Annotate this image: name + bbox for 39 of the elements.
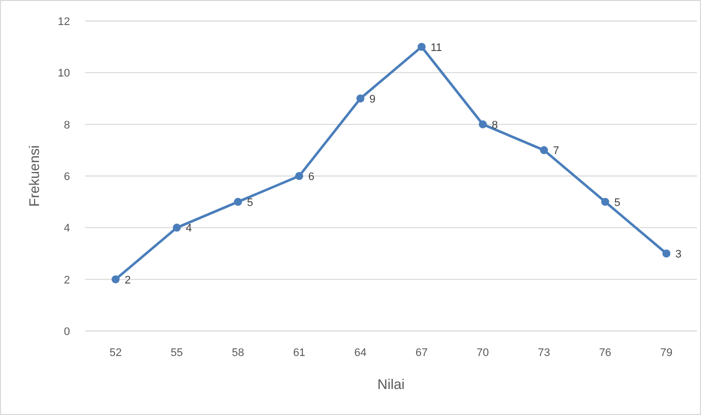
point xyxy=(418,42,426,51)
x-tick-label: 58 xyxy=(232,347,244,359)
x-axis-title: Nilai xyxy=(377,376,405,392)
y-tick-label: 12 xyxy=(58,16,70,28)
point xyxy=(356,94,364,102)
point xyxy=(112,275,120,284)
x-tick-label: 79 xyxy=(660,347,673,359)
y-tick-label: 8 xyxy=(64,119,70,132)
data-label: 6 xyxy=(308,171,314,183)
data-label: 2 xyxy=(124,274,131,286)
point xyxy=(234,198,242,206)
x-tick-label: 76 xyxy=(599,347,612,359)
y-tick-label: 0 xyxy=(64,326,70,338)
data-label: 7 xyxy=(553,145,560,158)
y-tick-label: 6 xyxy=(64,171,70,183)
data-label: 4 xyxy=(186,222,192,235)
y-tick-label: 4 xyxy=(64,222,70,235)
x-tick-label: 52 xyxy=(109,347,122,359)
point xyxy=(295,172,304,180)
data-label: 5 xyxy=(614,196,620,209)
data-label: 8 xyxy=(492,119,498,132)
data-label: 5 xyxy=(247,196,254,209)
y-tick-label: 10 xyxy=(58,68,70,80)
x-tick-label: 73 xyxy=(538,347,550,359)
data-label: 9 xyxy=(369,94,376,106)
x-tick-label: 55 xyxy=(170,347,183,359)
x-tick-label: 64 xyxy=(354,347,367,359)
point xyxy=(172,224,181,232)
data-label: 11 xyxy=(430,42,442,54)
y-tick-label: 2 xyxy=(64,274,70,286)
x-tick-label: 67 xyxy=(415,347,428,359)
data-label: 3 xyxy=(675,248,682,260)
y-axis-title: Frekuensi xyxy=(26,145,42,207)
x-tick-label: 61 xyxy=(293,347,306,359)
point xyxy=(478,120,487,128)
point xyxy=(662,250,670,258)
x-tick-label: 70 xyxy=(476,347,489,359)
point xyxy=(601,198,610,206)
point xyxy=(540,146,548,154)
